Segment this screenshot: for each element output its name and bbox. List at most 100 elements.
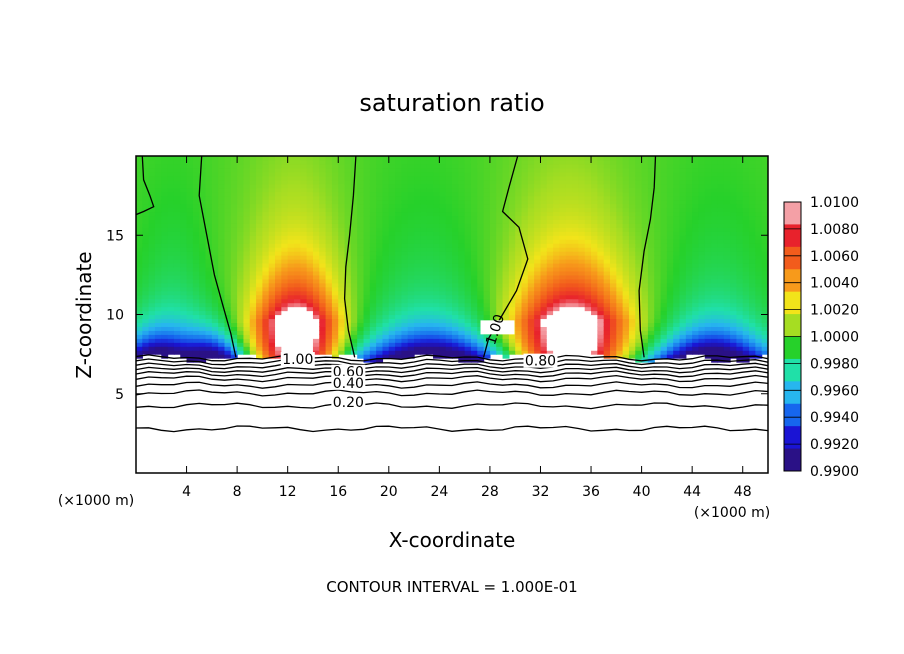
field-cell xyxy=(363,156,371,161)
field-cell xyxy=(401,163,409,169)
field-cell xyxy=(736,286,744,292)
field-cell xyxy=(199,302,207,308)
field-cell xyxy=(698,179,706,185)
field-cell xyxy=(300,231,308,236)
field-cell xyxy=(154,156,162,161)
field-cell xyxy=(401,223,409,228)
field-cell xyxy=(357,314,365,320)
field-cell xyxy=(673,171,681,177)
field-cell xyxy=(420,338,428,343)
field-cell xyxy=(673,282,681,288)
field-cell xyxy=(382,326,390,331)
field-cell xyxy=(186,310,194,316)
field-cell xyxy=(483,346,491,351)
field-cell xyxy=(591,239,598,244)
field-cell xyxy=(439,239,447,244)
field-cell xyxy=(704,310,712,316)
field-cell xyxy=(199,274,207,280)
field-cell xyxy=(698,270,706,276)
field-cell xyxy=(192,163,200,169)
field-cell xyxy=(597,334,605,339)
field-cell xyxy=(369,159,377,165)
field-cell xyxy=(578,274,586,280)
field-cell xyxy=(489,239,497,244)
field-cell xyxy=(237,251,245,256)
field-cell xyxy=(433,243,440,248)
field-cell xyxy=(237,298,245,304)
field-cell xyxy=(312,191,320,197)
field-cell xyxy=(445,195,453,201)
field-cell xyxy=(679,286,687,292)
field-cell xyxy=(186,354,194,359)
field-cell xyxy=(704,227,712,232)
field-cell xyxy=(136,334,143,339)
field-cell xyxy=(496,338,504,343)
field-cell xyxy=(154,262,162,268)
field-cell xyxy=(230,207,238,213)
field-cell xyxy=(376,294,384,300)
field-cell xyxy=(635,326,643,331)
field-cell xyxy=(616,286,624,292)
field-cell xyxy=(281,290,289,296)
field-cell xyxy=(515,274,523,280)
field-cell xyxy=(319,338,327,343)
field-cell xyxy=(711,187,719,193)
field-cell xyxy=(382,342,390,347)
field-cell xyxy=(192,278,200,284)
field-cell xyxy=(382,270,390,276)
field-cell xyxy=(616,294,624,300)
field-cell xyxy=(382,163,390,169)
field-cell xyxy=(685,266,693,272)
field-cell xyxy=(679,282,687,288)
field-cell xyxy=(331,243,339,248)
field-cell xyxy=(414,278,421,284)
field-cell xyxy=(237,156,245,161)
field-cell xyxy=(584,298,592,304)
field-cell xyxy=(654,306,662,312)
field-cell xyxy=(610,294,617,300)
field-cell xyxy=(211,255,219,260)
field-cell xyxy=(325,183,333,189)
field-cell xyxy=(306,159,314,165)
field-cell xyxy=(407,235,415,240)
field-cell xyxy=(344,211,352,217)
field-cell xyxy=(382,318,390,324)
field-cell xyxy=(205,251,213,256)
field-cell xyxy=(256,247,263,252)
field-cell xyxy=(395,342,403,347)
field-cell xyxy=(736,231,744,236)
field-cell xyxy=(199,243,207,248)
field-cell xyxy=(622,354,630,359)
field-cell xyxy=(224,274,232,280)
field-cell xyxy=(742,167,750,173)
field-cell xyxy=(736,350,744,355)
field-cell xyxy=(281,235,289,240)
field-cell xyxy=(660,255,668,260)
field-cell xyxy=(211,251,219,256)
field-cell xyxy=(616,298,624,304)
field-cell xyxy=(622,302,630,308)
field-cell xyxy=(142,199,150,205)
field-cell xyxy=(388,282,396,288)
field-cell xyxy=(553,338,561,343)
field-cell xyxy=(622,235,630,240)
field-cell xyxy=(325,270,333,276)
field-cell xyxy=(439,207,447,213)
field-cell xyxy=(489,159,497,165)
field-cell xyxy=(483,306,491,312)
field-cell xyxy=(641,179,649,185)
field-cell xyxy=(483,191,491,197)
field-cell xyxy=(458,270,466,276)
field-cell xyxy=(483,310,491,316)
field-cell xyxy=(136,259,143,264)
field-cell xyxy=(205,330,213,335)
field-cell xyxy=(736,243,744,248)
field-cell xyxy=(470,338,478,343)
field-cell xyxy=(603,199,611,205)
field-cell xyxy=(268,203,276,209)
field-cell xyxy=(445,243,453,248)
field-cell xyxy=(470,251,478,256)
field-cell xyxy=(376,338,384,343)
field-cell xyxy=(180,294,188,300)
field-cell xyxy=(199,156,207,161)
